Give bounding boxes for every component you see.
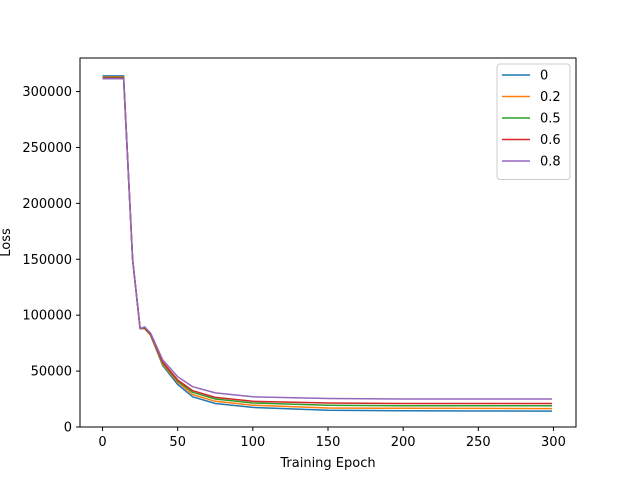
x-axis-title: Training Epoch	[279, 456, 375, 471]
y-axis: 0 50000 100000 150000 200000 250000 300000	[22, 85, 80, 436]
series-line-2	[102, 76, 552, 407]
legend-label: 0.5	[540, 112, 561, 127]
y-tick-label: 100000	[22, 309, 72, 324]
legend: 0 0.2 0.5 0.6 0.8	[496, 63, 571, 180]
y-tick-label: 300000	[22, 85, 72, 100]
legend-label: 0.2	[540, 90, 561, 105]
series-layer	[102, 75, 553, 412]
legend-label: 0.8	[540, 155, 561, 170]
series-line-3	[102, 77, 552, 405]
legend-label: 0	[540, 69, 548, 84]
y-tick-label: 150000	[22, 253, 72, 268]
y-axis-title: Loss	[0, 228, 14, 257]
y-tick-label: 0	[64, 421, 72, 436]
y-tick-label: 200000	[22, 197, 72, 212]
legend-box	[496, 63, 571, 180]
x-tick-label: 150	[316, 435, 341, 450]
x-tick-label: 50	[169, 435, 186, 450]
series-line-1	[102, 76, 553, 410]
series-line-4	[102, 77, 552, 400]
x-axis: 0 50 100 150 200 250 300	[98, 427, 566, 450]
y-tick-label: 50000	[31, 365, 72, 380]
y-tick-label: 250000	[22, 141, 72, 156]
x-tick-label: 200	[391, 435, 416, 450]
x-tick-label: 100	[240, 435, 265, 450]
x-tick-label: 300	[541, 435, 566, 450]
x-tick-label: 0	[98, 435, 106, 450]
x-tick-label: 250	[466, 435, 491, 450]
legend-label: 0.6	[540, 133, 561, 148]
series-line-0	[102, 75, 553, 412]
